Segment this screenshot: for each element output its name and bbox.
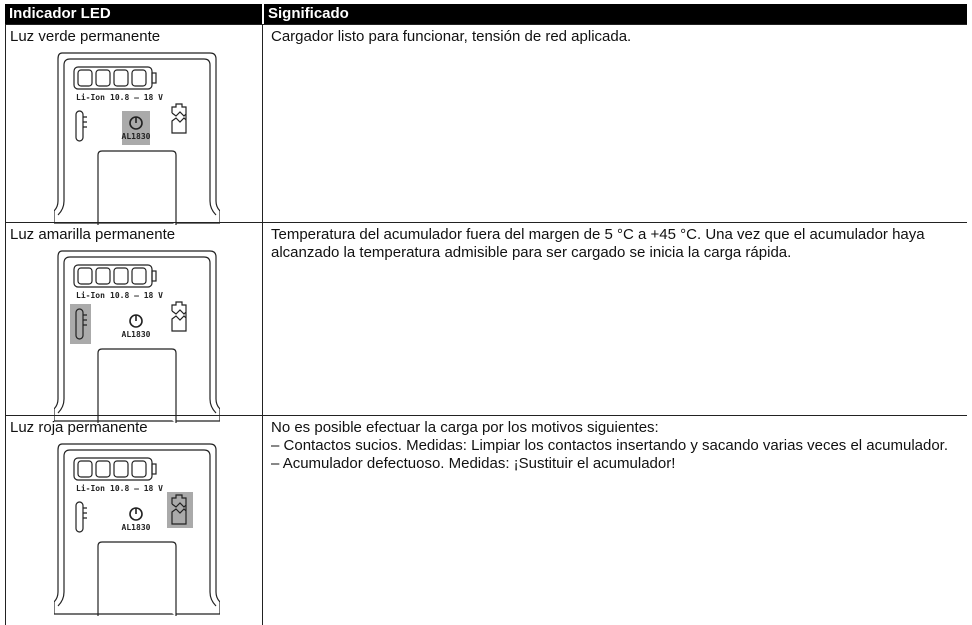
led-label: Luz verde permanente xyxy=(10,28,161,45)
led-cell: Luz roja permanente Li-Ion 10.8 – 18 V A… xyxy=(5,416,263,625)
meaning-cell: Temperatura del acumulador fuera del mar… xyxy=(263,223,963,262)
list-item: – Acumulador defectuoso. Medidas: ¡Susti… xyxy=(271,455,676,472)
voltage-range: 10.8 – 18 V xyxy=(110,484,163,493)
item-text: Acumulador defectuoso. Medidas: ¡Sustitu… xyxy=(282,455,676,472)
list-item: – Contactos sucios. Medidas: Limpiar los… xyxy=(271,437,949,454)
charger-illustration: Li-Ion 10.8 – 18 V AL1830 xyxy=(54,443,220,616)
meaning-text: Temperatura del acumulador fuera del mar… xyxy=(271,226,925,261)
model-label: AL1830 xyxy=(122,330,151,339)
led-label: Luz roja permanente xyxy=(10,419,148,436)
meaning-text: Cargador listo para funcionar, tensión d… xyxy=(271,28,632,45)
battery-type: Li-Ion xyxy=(76,483,105,493)
header-cell: Indicador LED xyxy=(5,4,262,24)
model-label: AL1830 xyxy=(122,523,151,532)
model-label: AL1830 xyxy=(122,132,151,141)
header-cell: Significado xyxy=(264,4,967,24)
battery-type: Li-Ion xyxy=(76,290,105,300)
voltage-range: 10.8 – 18 V xyxy=(110,93,163,102)
table-row: Luz verde permanente Li-Ion 10.8 – 18 V … xyxy=(5,24,967,225)
charger-illustration: Li-Ion 10.8 – 18 V AL1830 xyxy=(54,250,220,423)
battery-type: Li-Ion xyxy=(76,92,105,102)
led-cell: Luz verde permanente Li-Ion 10.8 – 18 V … xyxy=(5,25,263,225)
charger-illustration: Li-Ion 10.8 – 18 V AL1830 xyxy=(54,52,220,225)
item-text: Contactos sucios. Medidas: Limpiar los c… xyxy=(283,437,949,454)
meaning-cell: Cargador listo para funcionar, tensión d… xyxy=(263,25,963,46)
voltage-range: 10.8 – 18 V xyxy=(110,291,163,300)
table-row: Luz amarilla permanente Li-Ion 10.8 – 18… xyxy=(5,222,967,423)
meaning-text: No es posible efectuar la carga por los … xyxy=(271,419,659,436)
table-row: Luz roja permanente Li-Ion 10.8 – 18 V A… xyxy=(5,415,967,625)
led-cell: Luz amarilla permanente Li-Ion 10.8 – 18… xyxy=(5,223,263,423)
led-label: Luz amarilla permanente xyxy=(10,226,176,243)
meaning-cell: No es posible efectuar la carga por los … xyxy=(263,416,963,473)
